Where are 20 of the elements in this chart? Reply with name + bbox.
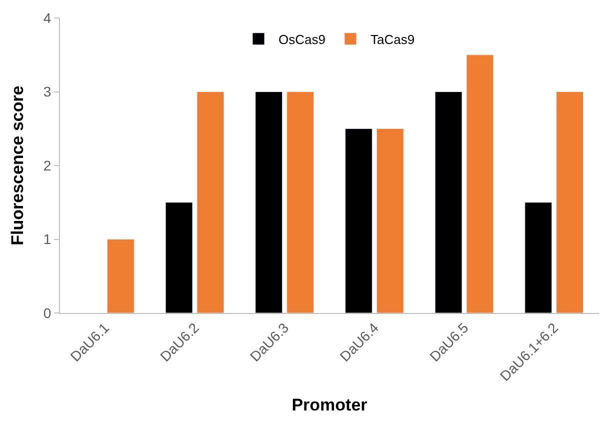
bar: [255, 92, 283, 313]
y-tick-label: 0: [43, 304, 52, 321]
y-tick-label: 3: [43, 84, 52, 100]
bar: [286, 92, 314, 313]
bar: [524, 202, 552, 313]
bar: [196, 92, 224, 313]
y-tick-label: 4: [43, 10, 52, 26]
bar: [106, 239, 134, 313]
bar: [556, 92, 584, 313]
x-axis-title: Promoter: [292, 395, 368, 414]
y-axis-title: Fluorescence score: [8, 86, 27, 246]
y-tick-label: 2: [43, 157, 52, 174]
legend-label: TaCas9: [370, 32, 415, 47]
bar: [165, 202, 193, 313]
y-tick-label: 1: [43, 231, 52, 248]
bar: [344, 128, 372, 313]
bar: [434, 92, 462, 313]
legend-label: OsCas9: [278, 32, 326, 47]
bar: [466, 54, 494, 313]
bar: [376, 128, 404, 313]
